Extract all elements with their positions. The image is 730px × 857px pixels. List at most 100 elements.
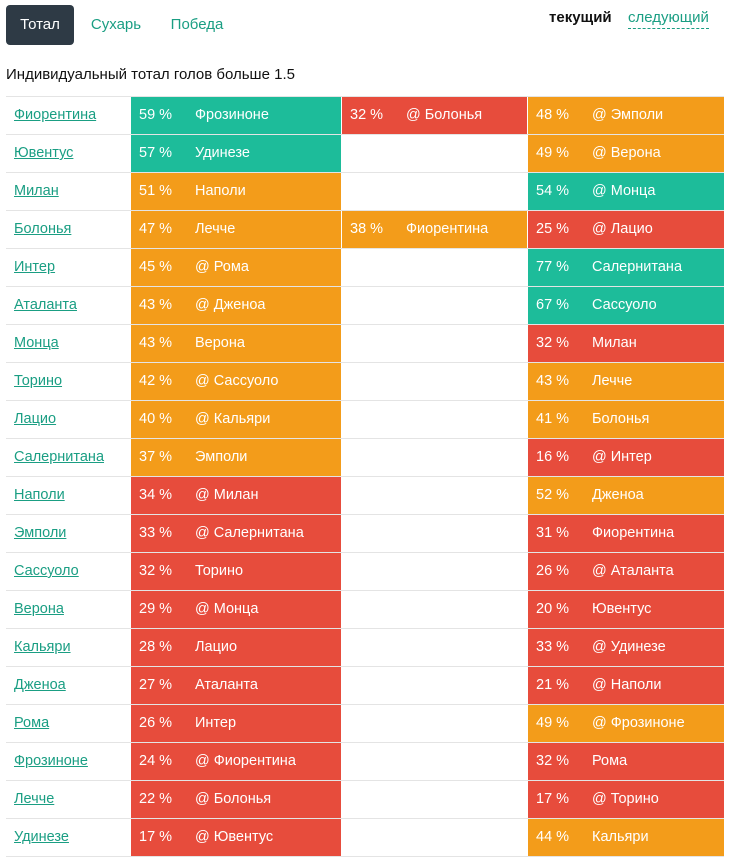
opponent-name: Рома bbox=[592, 753, 628, 769]
match-cell-1: 59 % Фрозиноне bbox=[131, 97, 341, 134]
opponent-name: @ Наполи bbox=[592, 677, 662, 693]
probability-value: 22 % bbox=[139, 791, 173, 807]
stats-table: Фиорентина 59 % Фрозиноне 32 % @ Болонья 48 %… bbox=[6, 96, 724, 857]
tab-win[interactable]: Победа bbox=[170, 16, 224, 33]
probability-value: 34 % bbox=[139, 487, 173, 503]
team-link[interactable]: Фиорентина bbox=[14, 107, 97, 123]
opponent-name: @ Интер bbox=[592, 449, 652, 465]
team-link[interactable]: Наполи bbox=[14, 487, 65, 503]
opponent-name: Удинезе bbox=[195, 145, 250, 161]
round-next-link[interactable]: следующий bbox=[628, 8, 709, 29]
opponent-name: Наполи bbox=[195, 183, 246, 199]
round-current[interactable]: текущий bbox=[549, 9, 612, 26]
opponent-name: @ Кальяри bbox=[195, 411, 271, 427]
probability-value: 27 % bbox=[139, 677, 173, 693]
table-row: Милан 51 % Наполи 54 % @ Монца bbox=[6, 173, 724, 211]
team-link[interactable]: Лацио bbox=[14, 411, 57, 427]
team-link[interactable]: Фрозиноне bbox=[14, 753, 88, 769]
top-bar: Тотал Сухарь Победа текущий следующий bbox=[0, 0, 730, 50]
probability-value: 49 % bbox=[536, 715, 570, 731]
table-row: Наполи 34 % @ Милан 52 % Дженоа bbox=[6, 477, 724, 515]
table-row: Ювентус 57 % Удинезе 49 % @ Верона bbox=[6, 135, 724, 173]
match-cell-1: 24 % @ Фиорентина bbox=[131, 743, 341, 780]
probability-value: 32 % bbox=[536, 753, 570, 769]
team-link[interactable]: Милан bbox=[14, 183, 59, 199]
probability-value: 48 % bbox=[536, 107, 570, 123]
probability-value: 41 % bbox=[536, 411, 570, 427]
opponent-name: @ Дженоа bbox=[195, 297, 266, 313]
table-row: Лечче 22 % @ Болонья 17 % @ Торино bbox=[6, 781, 724, 819]
table-row: Монца 43 % Верона 32 % Милан bbox=[6, 325, 724, 363]
probability-value: 45 % bbox=[139, 259, 173, 275]
probability-value: 31 % bbox=[536, 525, 570, 541]
table-row: Фиорентина 59 % Фрозиноне 32 % @ Болонья 48 %… bbox=[6, 97, 724, 135]
probability-value: 51 % bbox=[139, 183, 173, 199]
probability-value: 32 % bbox=[350, 107, 384, 123]
opponent-name: @ Милан bbox=[195, 487, 259, 503]
probability-value: 17 % bbox=[139, 829, 173, 845]
team-link[interactable]: Дженоа bbox=[14, 677, 66, 693]
team-link[interactable]: Салернитана bbox=[14, 449, 105, 465]
opponent-name: Лацио bbox=[195, 639, 238, 655]
tab-total[interactable]: Тотал bbox=[6, 5, 74, 45]
table-row: Лацио 40 % @ Кальяри 41 % Болонья bbox=[6, 401, 724, 439]
probability-value: 54 % bbox=[536, 183, 570, 199]
opponent-name: @ Болонья bbox=[195, 791, 272, 807]
opponent-name: Ювентус bbox=[592, 601, 652, 617]
team-link[interactable]: Интер bbox=[14, 259, 56, 275]
table-row: Эмполи 33 % @ Салернитана 31 % Фиорентина bbox=[6, 515, 724, 553]
opponent-name: Аталанта bbox=[195, 677, 258, 693]
table-row: Фрозиноне 24 % @ Фиорентина 32 % Рома bbox=[6, 743, 724, 781]
opponent-name: @ Фиорентина bbox=[195, 753, 296, 769]
team-link[interactable]: Торино bbox=[14, 373, 63, 389]
match-cell-1: 51 % Наполи bbox=[131, 173, 341, 210]
opponent-name: @ Сассуоло bbox=[195, 373, 279, 389]
team-link[interactable]: Лечче bbox=[14, 791, 55, 807]
probability-value: 16 % bbox=[536, 449, 570, 465]
probability-value: 42 % bbox=[139, 373, 173, 389]
opponent-name: @ Эмполи bbox=[592, 107, 664, 123]
opponent-name: @ Болонья bbox=[406, 107, 483, 123]
team-link[interactable]: Удинезе bbox=[14, 829, 69, 845]
opponent-name: @ Лацио bbox=[592, 221, 653, 237]
team-link[interactable]: Рома bbox=[14, 715, 50, 731]
match-cell-3: 25 % @ Лацио bbox=[528, 211, 724, 248]
match-cell-1: 29 % @ Монца bbox=[131, 591, 341, 628]
match-cell-3: 52 % Дженоа bbox=[528, 477, 724, 514]
match-cell-1: 42 % @ Сассуоло bbox=[131, 363, 341, 400]
probability-value: 26 % bbox=[139, 715, 173, 731]
page-title: Индивидуальный тотал голов больше 1.5 bbox=[6, 66, 295, 83]
tab-clean-sheet[interactable]: Сухарь bbox=[90, 16, 142, 33]
team-link[interactable]: Сассуоло bbox=[14, 563, 79, 579]
team-link[interactable]: Эмполи bbox=[14, 525, 67, 541]
team-link[interactable]: Ювентус bbox=[14, 145, 74, 161]
match-cell-2: 38 % Фиорентина bbox=[342, 211, 527, 248]
probability-value: 26 % bbox=[536, 563, 570, 579]
match-cell-3: 49 % @ Верона bbox=[528, 135, 724, 172]
match-cell-1: 37 % Эмполи bbox=[131, 439, 341, 476]
probability-value: 37 % bbox=[139, 449, 173, 465]
match-cell-3: 21 % @ Наполи bbox=[528, 667, 724, 704]
table-row: Кальяри 28 % Лацио 33 % @ Удинезе bbox=[6, 629, 724, 667]
match-cell-3: 49 % @ Фрозиноне bbox=[528, 705, 724, 742]
match-cell-1: 47 % Лечче bbox=[131, 211, 341, 248]
opponent-name: @ Салернитана bbox=[195, 525, 304, 541]
probability-value: 57 % bbox=[139, 145, 173, 161]
team-link[interactable]: Монца bbox=[14, 335, 59, 351]
probability-value: 52 % bbox=[536, 487, 570, 503]
probability-value: 32 % bbox=[139, 563, 173, 579]
match-cell-3: 67 % Сассуоло bbox=[528, 287, 724, 324]
table-row: Удинезе 17 % @ Ювентус 44 % Кальяри bbox=[6, 819, 724, 857]
match-cell-3: 54 % @ Монца bbox=[528, 173, 724, 210]
opponent-name: @ Ювентус bbox=[195, 829, 274, 845]
table-row: Болонья 47 % Лечче 38 % Фиорентина 25 % @ Лаци… bbox=[6, 211, 724, 249]
team-link[interactable]: Аталанта bbox=[14, 297, 77, 313]
team-link[interactable]: Верона bbox=[14, 601, 64, 617]
table-row: Салернитана 37 % Эмполи 16 % @ Интер bbox=[6, 439, 724, 477]
team-link[interactable]: Кальяри bbox=[14, 639, 71, 655]
probability-value: 28 % bbox=[139, 639, 173, 655]
table-row: Торино 42 % @ Сассуоло 43 % Лечче bbox=[6, 363, 724, 401]
opponent-name: Лечче bbox=[592, 373, 633, 389]
match-cell-3: 32 % Рома bbox=[528, 743, 724, 780]
team-link[interactable]: Болонья bbox=[14, 221, 72, 237]
